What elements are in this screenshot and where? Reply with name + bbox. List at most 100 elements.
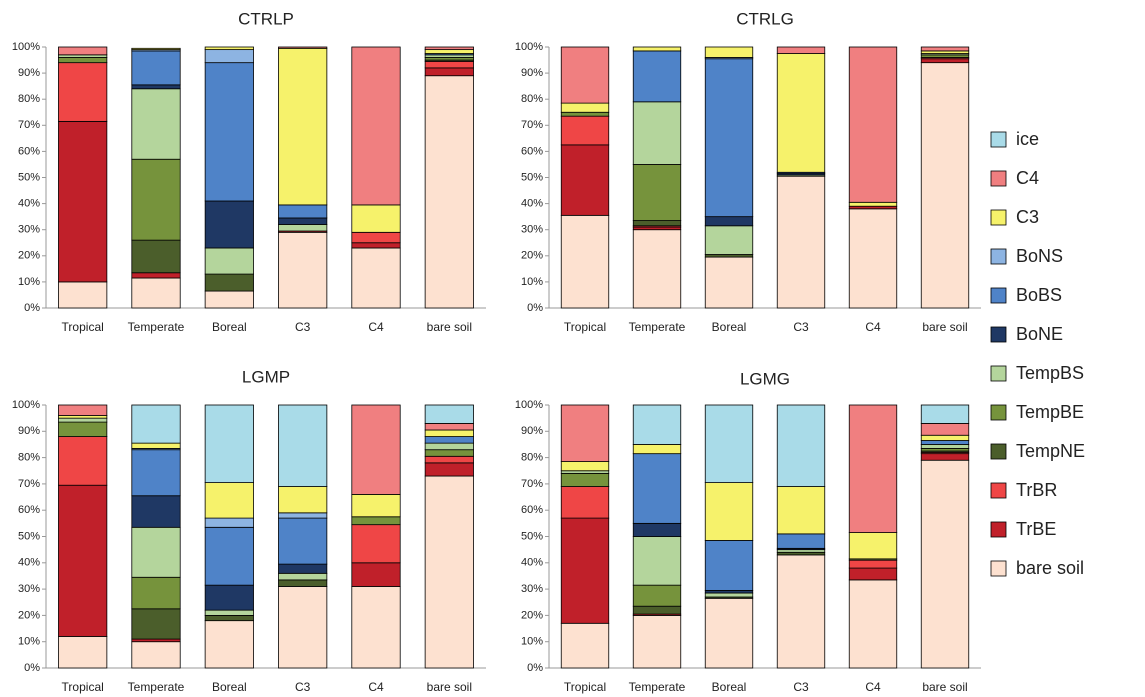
bar-segment (560, 102, 610, 113)
bar-segment (704, 216, 754, 227)
bar-segment (204, 404, 254, 483)
bar-segment (204, 609, 254, 616)
y-tick-label: 60% (521, 145, 543, 157)
bar-segment (351, 524, 401, 564)
bar-segment (204, 482, 254, 519)
y-tick-label: 60% (521, 504, 543, 516)
bar-segment (204, 620, 254, 669)
bar-segment (424, 75, 474, 309)
bar-segment (58, 62, 108, 122)
bar-segment (704, 482, 754, 541)
bar-segment (632, 444, 682, 455)
legend-label: TempBS (1016, 363, 1084, 383)
bar-segment (204, 46, 254, 51)
bar-segment (560, 111, 610, 117)
x-tick-label: bare soil (427, 680, 472, 694)
x-tick-label: C4 (865, 680, 881, 694)
bar-segment (704, 58, 754, 218)
bar-segment (704, 225, 754, 255)
x-tick-label: bare soil (922, 320, 967, 334)
bar-segment (920, 46, 970, 52)
legend-swatch (990, 560, 1007, 577)
x-tick-label: C4 (368, 320, 384, 334)
y-tick-label: 20% (521, 609, 543, 621)
legend-label: TempBE (1016, 402, 1084, 422)
bar-segment (848, 404, 898, 533)
bar-segment (424, 449, 474, 457)
bar-segment (776, 533, 826, 549)
chart-title: LGMG (740, 369, 790, 388)
y-tick-label: 70% (18, 119, 40, 131)
legend-swatch (990, 521, 1007, 538)
bar-segment (131, 50, 181, 86)
bar-segment (204, 526, 254, 586)
legend-label: BoNS (1016, 246, 1063, 266)
bar-segment (424, 436, 474, 444)
x-tick-label: Tropical (62, 680, 104, 694)
bar-segment (632, 220, 682, 227)
chart-title: LGMP (242, 367, 290, 386)
y-tick-label: 30% (521, 224, 543, 236)
x-tick-label: bare soil (922, 680, 967, 694)
x-tick-label: C3 (793, 320, 809, 334)
bar-segment (278, 572, 328, 581)
bar-segment (204, 247, 254, 275)
y-tick-label: 100% (515, 41, 543, 53)
x-tick-label: C3 (295, 680, 311, 694)
bar-segment (131, 239, 181, 274)
bar-segment (424, 49, 474, 54)
y-tick-label: 50% (18, 530, 40, 542)
bar-segment (58, 417, 108, 423)
chart-title: CTRLG (736, 9, 794, 28)
bar-segment (58, 120, 108, 283)
y-tick-label: 0% (527, 662, 543, 674)
bar-segment (131, 88, 181, 160)
bar-segment (131, 277, 181, 309)
bar-segment (424, 67, 474, 77)
bar-segment (920, 58, 970, 64)
y-tick-label: 10% (18, 276, 40, 288)
y-tick-label: 50% (521, 171, 543, 183)
x-tick-label: Boreal (212, 680, 247, 694)
bar-segment (278, 47, 328, 206)
bar-segment (424, 429, 474, 437)
bar-segment (278, 579, 328, 587)
bar-segment (704, 404, 754, 483)
y-tick-label: 60% (18, 145, 40, 157)
bar-segment (131, 442, 181, 449)
bar-segment (776, 46, 826, 54)
bar-segment (131, 449, 181, 497)
bar-segment (204, 62, 254, 202)
bar-segment (632, 536, 682, 586)
y-tick-label: 80% (18, 93, 40, 105)
bar-segment (632, 50, 682, 103)
bar-segment (560, 214, 610, 309)
x-tick-label: C3 (793, 680, 809, 694)
bar-segment (424, 423, 474, 431)
bar-segment (351, 204, 401, 233)
y-tick-label: 30% (521, 583, 543, 595)
bar-segment (58, 421, 108, 437)
bar-segment (560, 486, 610, 519)
y-tick-label: 90% (521, 67, 543, 79)
y-tick-label: 60% (18, 504, 40, 516)
bar-segment (424, 455, 474, 464)
x-tick-label: C3 (295, 320, 311, 334)
y-tick-label: 80% (521, 452, 543, 464)
bar-segment (920, 423, 970, 436)
x-tick-label: Tropical (62, 320, 104, 334)
bar-segment (632, 229, 682, 309)
bar-segment (848, 46, 898, 203)
legend-swatch (990, 365, 1007, 382)
bar-segment (424, 442, 474, 451)
bar-segment (560, 622, 610, 669)
bar-segment (278, 486, 328, 514)
bar-segment (278, 231, 328, 309)
x-tick-label: Boreal (712, 320, 747, 334)
bar-segment (920, 453, 970, 461)
bar-segment (278, 517, 328, 565)
legend-swatch (990, 209, 1007, 226)
bar-segment (58, 281, 108, 309)
bar-segment (424, 475, 474, 669)
